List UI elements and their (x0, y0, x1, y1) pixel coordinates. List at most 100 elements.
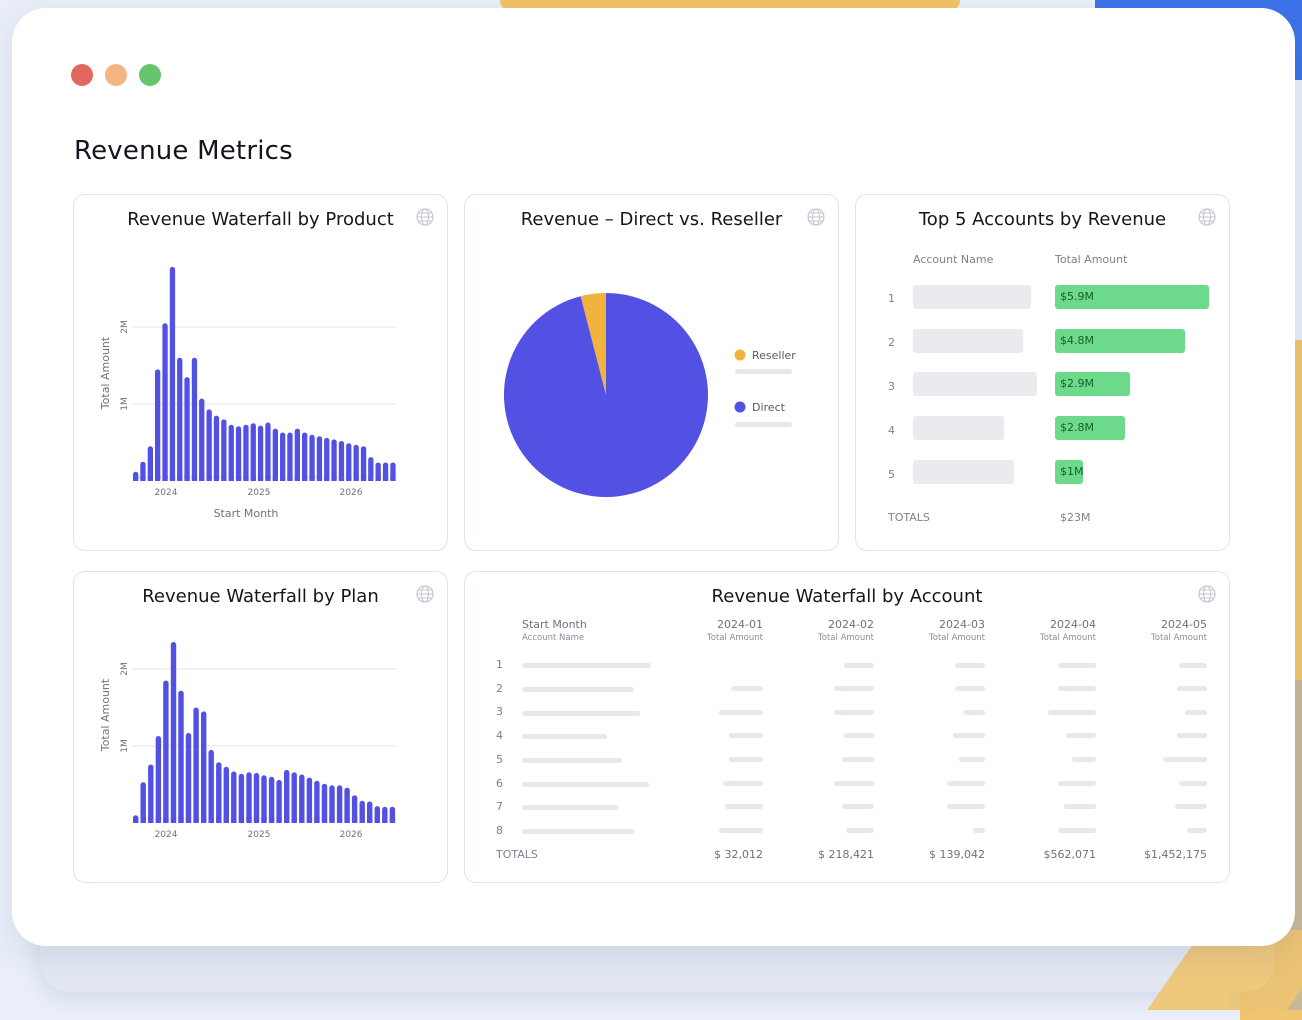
globe-icon[interactable] (1198, 585, 1216, 603)
bar[interactable] (302, 432, 308, 482)
close-window-button[interactable] (71, 64, 93, 86)
bar[interactable] (201, 711, 207, 823)
bar[interactable] (359, 800, 365, 823)
bar[interactable] (344, 787, 350, 823)
bar[interactable] (360, 446, 367, 481)
bar[interactable] (287, 432, 293, 482)
bar[interactable] (184, 377, 190, 482)
bar[interactable] (155, 369, 161, 481)
column-total: $ 139,042 (929, 848, 985, 861)
bar[interactable] (336, 785, 343, 823)
bar[interactable] (228, 424, 234, 481)
bar[interactable] (177, 357, 183, 481)
bar-base (257, 475, 264, 481)
bar[interactable] (221, 419, 227, 481)
account-name-placeholder (522, 782, 649, 787)
bar[interactable] (250, 423, 256, 482)
bar[interactable] (253, 772, 260, 823)
bar[interactable] (291, 772, 297, 823)
bar[interactable] (238, 773, 245, 823)
y-tick-label: 2M (120, 320, 130, 334)
bar[interactable] (261, 775, 267, 823)
bar[interactable] (306, 777, 313, 823)
bar[interactable] (294, 428, 300, 481)
bar[interactable] (367, 801, 373, 823)
bar-base (223, 817, 229, 823)
bar-base (382, 817, 388, 823)
bar[interactable] (185, 732, 192, 823)
bar[interactable] (213, 415, 220, 482)
bar[interactable] (140, 782, 146, 823)
bar[interactable] (351, 795, 358, 823)
bar[interactable] (316, 436, 323, 481)
bar[interactable] (223, 766, 229, 823)
column-header[interactable]: 2024-05 Total Amount (1139, 618, 1207, 643)
column-month: 2024-02 (828, 618, 874, 631)
column-header[interactable]: 2024-02 Total Amount (806, 618, 874, 643)
globe-icon[interactable] (416, 208, 434, 226)
bar[interactable] (272, 428, 278, 481)
value-placeholder (846, 828, 874, 833)
pie-slice-reseller[interactable] (580, 293, 606, 395)
bar[interactable] (299, 774, 305, 824)
bar[interactable] (353, 444, 359, 481)
bar[interactable] (309, 434, 315, 481)
value-placeholder (947, 804, 985, 809)
bar[interactable] (280, 432, 286, 482)
bar[interactable] (148, 764, 154, 824)
bar[interactable] (314, 780, 320, 824)
bar[interactable] (191, 357, 198, 481)
account-name-placeholder (913, 372, 1037, 396)
minimize-window-button[interactable] (105, 64, 127, 86)
bar[interactable] (368, 457, 374, 481)
bar[interactable] (199, 398, 205, 481)
value-placeholder (1064, 804, 1096, 809)
bar[interactable] (162, 323, 168, 481)
row-header[interactable]: Start Month Account Name (522, 618, 587, 643)
column-header-account-name[interactable]: Account Name (913, 253, 994, 266)
bar-base (351, 817, 358, 823)
bar[interactable] (155, 736, 162, 823)
bar[interactable] (329, 785, 335, 823)
bar[interactable] (178, 690, 184, 823)
column-header-total-amount[interactable]: Total Amount (1055, 253, 1128, 266)
globe-icon[interactable] (1198, 208, 1216, 226)
bar-base (201, 817, 207, 823)
bar[interactable] (231, 771, 237, 823)
column-header[interactable]: 2024-03 Total Amount (917, 618, 985, 643)
account-name-placeholder (913, 460, 1014, 484)
bar[interactable] (346, 443, 352, 481)
bar[interactable] (163, 680, 169, 824)
bar[interactable] (243, 424, 249, 481)
bar[interactable] (257, 425, 264, 481)
bar[interactable] (284, 769, 290, 823)
column-header[interactable]: 2024-01 Total Amount (695, 618, 763, 643)
bar[interactable] (276, 779, 282, 823)
bar[interactable] (216, 762, 222, 823)
value-placeholder (1187, 828, 1207, 833)
bar[interactable] (268, 776, 275, 823)
bar[interactable] (169, 266, 176, 481)
bar-base (184, 475, 190, 481)
globe-icon[interactable] (807, 208, 825, 226)
bar[interactable] (147, 446, 153, 481)
bar[interactable] (170, 642, 177, 823)
amount-bar: $4.8M (1055, 329, 1185, 353)
maximize-window-button[interactable] (139, 64, 161, 86)
bar[interactable] (246, 772, 252, 823)
value-placeholder (834, 686, 874, 691)
bar[interactable] (324, 437, 330, 481)
bar[interactable] (208, 749, 214, 823)
pie-slice-direct[interactable] (503, 293, 708, 497)
bar[interactable] (193, 707, 199, 824)
column-header[interactable]: 2024-04 Total Amount (1028, 618, 1096, 643)
globe-icon[interactable] (416, 585, 434, 603)
bar[interactable] (206, 409, 212, 481)
column-month: 2024-04 (1050, 618, 1096, 631)
bar[interactable] (338, 441, 345, 481)
chart-card-plan: Revenue Waterfall by Plan 2M 1M Total Am… (73, 571, 448, 883)
bar[interactable] (265, 422, 271, 482)
bar[interactable] (331, 439, 337, 481)
bar[interactable] (235, 426, 242, 481)
bar[interactable] (321, 783, 328, 823)
